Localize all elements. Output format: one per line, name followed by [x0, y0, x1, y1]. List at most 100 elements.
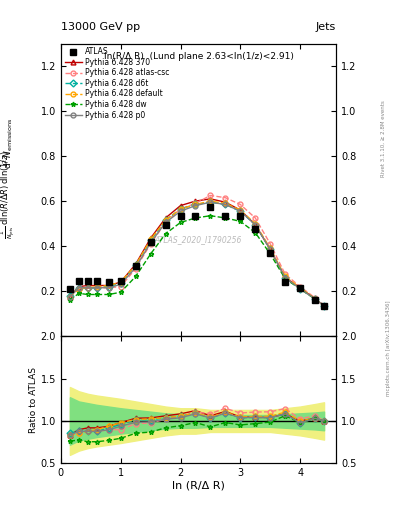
- Pythia 6.428 370: [298, 285, 303, 291]
- ATLAS: [298, 285, 303, 291]
- Pythia 6.428 default: [268, 245, 273, 251]
- Pythia 6.428 370: [148, 235, 153, 241]
- Pythia 6.428 p0: [208, 199, 213, 205]
- Pythia 6.428 dw: [322, 303, 327, 309]
- Pythia 6.428 atlas-csc: [77, 286, 81, 292]
- ATLAS: [322, 303, 327, 309]
- Pythia 6.428 p0: [107, 285, 111, 291]
- Legend: ATLAS, Pythia 6.428 370, Pythia 6.428 atlas-csc, Pythia 6.428 d6t, Pythia 6.428 : ATLAS, Pythia 6.428 370, Pythia 6.428 at…: [63, 46, 171, 121]
- Pythia 6.428 atlas-csc: [85, 285, 90, 291]
- Pythia 6.428 default: [118, 279, 123, 285]
- Pythia 6.428 dw: [68, 297, 72, 303]
- Pythia 6.428 atlas-csc: [268, 241, 273, 247]
- Pythia 6.428 dw: [148, 251, 153, 257]
- Pythia 6.428 default: [313, 296, 318, 302]
- Text: 13000 GeV pp: 13000 GeV pp: [61, 22, 140, 32]
- Pythia 6.428 dw: [178, 220, 183, 226]
- Pythia 6.428 dw: [298, 286, 303, 292]
- Pythia 6.428 d6t: [68, 292, 72, 298]
- ATLAS: [94, 278, 99, 284]
- Pythia 6.428 p0: [163, 220, 168, 226]
- Pythia 6.428 d6t: [313, 296, 318, 302]
- Pythia 6.428 p0: [193, 203, 198, 209]
- Pythia 6.428 d6t: [193, 201, 198, 207]
- Pythia 6.428 370: [208, 196, 213, 202]
- Pythia 6.428 370: [178, 203, 183, 209]
- Line: Pythia 6.428 atlas-csc: Pythia 6.428 atlas-csc: [68, 193, 327, 308]
- Pythia 6.428 atlas-csc: [163, 220, 168, 226]
- Pythia 6.428 atlas-csc: [107, 285, 111, 291]
- Pythia 6.428 atlas-csc: [118, 284, 123, 290]
- Pythia 6.428 p0: [133, 264, 138, 270]
- Pythia 6.428 d6t: [85, 285, 90, 291]
- Pythia 6.428 370: [118, 279, 123, 285]
- Pythia 6.428 atlas-csc: [94, 285, 99, 291]
- Pythia 6.428 p0: [223, 201, 228, 207]
- Pythia 6.428 p0: [298, 286, 303, 292]
- Pythia 6.428 default: [238, 207, 243, 213]
- Pythia 6.428 atlas-csc: [68, 294, 72, 300]
- Pythia 6.428 default: [322, 303, 327, 309]
- Pythia 6.428 d6t: [178, 206, 183, 212]
- Pythia 6.428 default: [178, 206, 183, 212]
- Pythia 6.428 370: [253, 222, 258, 228]
- Pythia 6.428 atlas-csc: [148, 241, 153, 247]
- Pythia 6.428 atlas-csc: [208, 193, 213, 199]
- Pythia 6.428 d6t: [238, 208, 243, 215]
- Line: Pythia 6.428 370: Pythia 6.428 370: [68, 197, 327, 308]
- Pythia 6.428 d6t: [322, 303, 327, 309]
- Pythia 6.428 atlas-csc: [223, 195, 228, 201]
- Pythia 6.428 d6t: [283, 274, 288, 281]
- ATLAS: [268, 250, 273, 256]
- Pythia 6.428 dw: [118, 289, 123, 295]
- Pythia 6.428 d6t: [133, 262, 138, 268]
- Pythia 6.428 dw: [283, 275, 288, 282]
- Pythia 6.428 p0: [313, 296, 318, 302]
- Pythia 6.428 atlas-csc: [283, 271, 288, 278]
- ATLAS: [85, 278, 90, 284]
- Pythia 6.428 p0: [94, 285, 99, 291]
- Pythia 6.428 d6t: [107, 284, 111, 290]
- Pythia 6.428 dw: [313, 296, 318, 302]
- Pythia 6.428 370: [77, 284, 81, 290]
- ATLAS: [178, 212, 183, 219]
- Pythia 6.428 370: [85, 283, 90, 289]
- Pythia 6.428 p0: [283, 274, 288, 281]
- Pythia 6.428 p0: [118, 281, 123, 287]
- Pythia 6.428 d6t: [208, 199, 213, 205]
- Pythia 6.428 atlas-csc: [193, 200, 198, 206]
- ATLAS: [253, 226, 258, 232]
- Pythia 6.428 370: [133, 261, 138, 267]
- Pythia 6.428 dw: [208, 212, 213, 219]
- ATLAS: [193, 212, 198, 219]
- Line: Pythia 6.428 p0: Pythia 6.428 p0: [68, 200, 327, 308]
- Pythia 6.428 dw: [77, 290, 81, 296]
- Pythia 6.428 p0: [148, 240, 153, 246]
- Pythia 6.428 d6t: [298, 286, 303, 292]
- Text: mcplots.cern.ch [arXiv:1306.3436]: mcplots.cern.ch [arXiv:1306.3436]: [386, 301, 391, 396]
- Pythia 6.428 dw: [85, 291, 90, 297]
- Pythia 6.428 default: [283, 273, 288, 280]
- Pythia 6.428 dw: [268, 251, 273, 257]
- Y-axis label: Ratio to ATLAS: Ratio to ATLAS: [29, 367, 38, 433]
- Pythia 6.428 p0: [77, 285, 81, 291]
- Pythia 6.428 d6t: [94, 285, 99, 291]
- Pythia 6.428 default: [68, 294, 72, 300]
- ATLAS: [313, 297, 318, 303]
- Pythia 6.428 default: [193, 201, 198, 207]
- Pythia 6.428 dw: [238, 218, 243, 224]
- Pythia 6.428 p0: [68, 294, 72, 300]
- Pythia 6.428 dw: [107, 291, 111, 297]
- Pythia 6.428 default: [253, 221, 258, 227]
- Pythia 6.428 atlas-csc: [253, 215, 258, 221]
- Pythia 6.428 atlas-csc: [313, 295, 318, 301]
- Pythia 6.428 default: [85, 285, 90, 291]
- Pythia 6.428 370: [223, 199, 228, 205]
- ATLAS: [77, 278, 81, 284]
- Pythia 6.428 default: [223, 200, 228, 206]
- Pythia 6.428 p0: [85, 285, 90, 291]
- Pythia 6.428 dw: [94, 291, 99, 297]
- Pythia 6.428 default: [163, 217, 168, 223]
- Pythia 6.428 370: [163, 215, 168, 221]
- Pythia 6.428 default: [133, 262, 138, 268]
